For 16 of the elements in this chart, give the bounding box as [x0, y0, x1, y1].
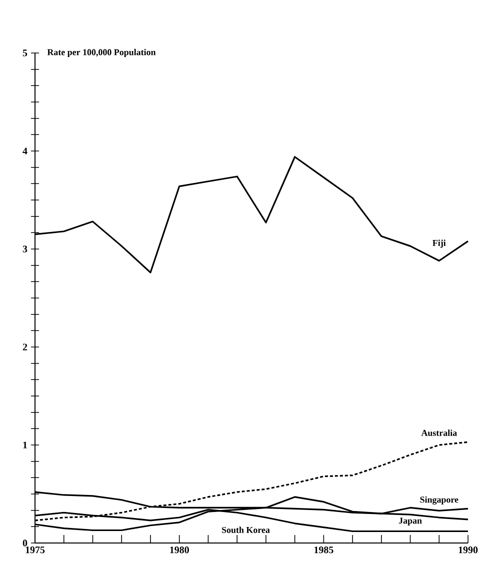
series-label: Fiji: [432, 240, 446, 248]
y-tick-label: 4: [22, 148, 28, 154]
y-tick-label: 3: [22, 246, 28, 252]
series-label: Australia: [421, 430, 457, 436]
y-tick-label: 5: [22, 50, 28, 56]
x-tick-label: 1990: [458, 546, 478, 554]
x-tick-label: 1975: [26, 546, 45, 554]
series-label: Singapore: [420, 496, 458, 505]
series-label: South Korea: [222, 526, 270, 533]
x-tick-label: 1985: [314, 546, 334, 554]
y-tick-label: 2: [22, 344, 28, 350]
x-tick-label: 1980: [170, 546, 189, 554]
series-label: Japan: [398, 518, 422, 526]
y-tick-label: 0: [22, 540, 28, 546]
y-tick-label: 1: [23, 442, 27, 448]
y-axis-title: Rate per 100,000 Population: [47, 48, 156, 58]
